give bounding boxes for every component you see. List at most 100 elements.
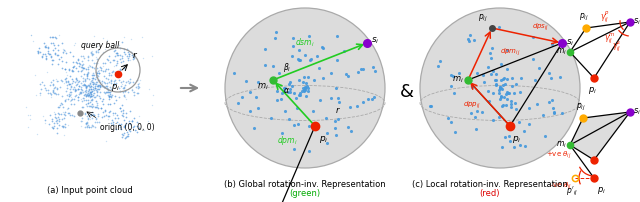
Point	[304, 124, 314, 127]
Point	[477, 74, 488, 77]
Point	[86, 95, 96, 98]
Point	[450, 130, 460, 133]
Point	[45, 96, 56, 99]
Point	[87, 52, 97, 56]
Text: $p'_{ij}$: $p'_{ij}$	[566, 185, 578, 198]
Point	[77, 116, 87, 119]
Point	[93, 83, 103, 86]
Point	[105, 60, 115, 64]
Point	[43, 46, 53, 49]
Point	[100, 81, 110, 84]
Point	[80, 83, 90, 87]
Point	[88, 83, 99, 86]
Point	[491, 82, 501, 85]
Point	[507, 84, 517, 88]
Point	[84, 117, 95, 121]
Point	[129, 93, 140, 97]
Point	[90, 77, 100, 80]
Point	[40, 56, 51, 59]
Point	[251, 95, 261, 98]
Point	[513, 120, 524, 123]
Point	[58, 105, 68, 108]
Point	[143, 119, 153, 123]
Point	[115, 68, 125, 72]
Point	[538, 113, 548, 116]
Point	[40, 88, 51, 91]
Point	[60, 113, 70, 117]
Point	[119, 50, 129, 53]
Point	[58, 50, 68, 54]
Point	[92, 85, 102, 88]
Point	[95, 85, 105, 88]
Point	[503, 92, 513, 95]
Point	[118, 79, 129, 82]
Point	[86, 84, 97, 87]
Point	[333, 100, 344, 104]
Point	[109, 58, 119, 61]
Point	[445, 84, 456, 87]
Point	[65, 94, 75, 97]
Point	[123, 56, 133, 59]
Point	[77, 79, 88, 83]
Point	[108, 70, 118, 74]
Point	[125, 78, 135, 81]
Point	[54, 124, 64, 127]
Point	[78, 63, 88, 66]
Point	[82, 93, 92, 96]
Point	[90, 120, 100, 123]
Point	[98, 102, 108, 105]
Point	[134, 126, 145, 130]
Point	[117, 82, 127, 86]
Point	[44, 47, 54, 50]
Point	[109, 117, 120, 120]
Point	[104, 94, 114, 97]
Text: +ve $\theta_{ij}$: +ve $\theta_{ij}$	[547, 149, 572, 161]
Point	[117, 114, 127, 117]
Point	[491, 83, 501, 86]
Point	[303, 76, 313, 79]
Point	[58, 51, 68, 54]
Point	[100, 90, 111, 94]
Point	[92, 103, 102, 106]
Point	[91, 94, 101, 98]
Point	[82, 72, 92, 75]
Point	[358, 67, 368, 71]
Point	[109, 64, 119, 68]
Point	[315, 99, 325, 102]
Point	[529, 78, 540, 81]
Point	[271, 31, 281, 34]
Point	[89, 73, 99, 77]
Point	[122, 58, 132, 61]
Circle shape	[225, 8, 385, 168]
Point	[79, 83, 89, 86]
Point	[97, 64, 108, 67]
Point	[445, 120, 456, 123]
Point	[33, 49, 43, 53]
Point	[129, 57, 139, 60]
Point	[121, 80, 131, 83]
Point	[42, 57, 52, 60]
Point	[260, 63, 270, 66]
Point	[25, 118, 35, 121]
Point	[124, 53, 134, 56]
Point	[548, 111, 559, 115]
Point	[92, 61, 102, 64]
Point	[67, 78, 77, 81]
Point	[104, 109, 115, 113]
Point	[117, 132, 127, 135]
Point	[92, 89, 102, 92]
Point	[534, 66, 544, 69]
Point	[492, 79, 502, 82]
Point	[300, 89, 310, 92]
Point	[297, 90, 307, 93]
Point	[44, 122, 54, 126]
Point	[52, 126, 62, 129]
Point	[498, 78, 508, 81]
Point	[277, 132, 287, 135]
Point	[45, 93, 56, 96]
Point	[88, 74, 98, 77]
Point	[88, 80, 99, 84]
Point	[83, 87, 93, 90]
Point	[94, 78, 104, 82]
Point	[49, 44, 59, 47]
